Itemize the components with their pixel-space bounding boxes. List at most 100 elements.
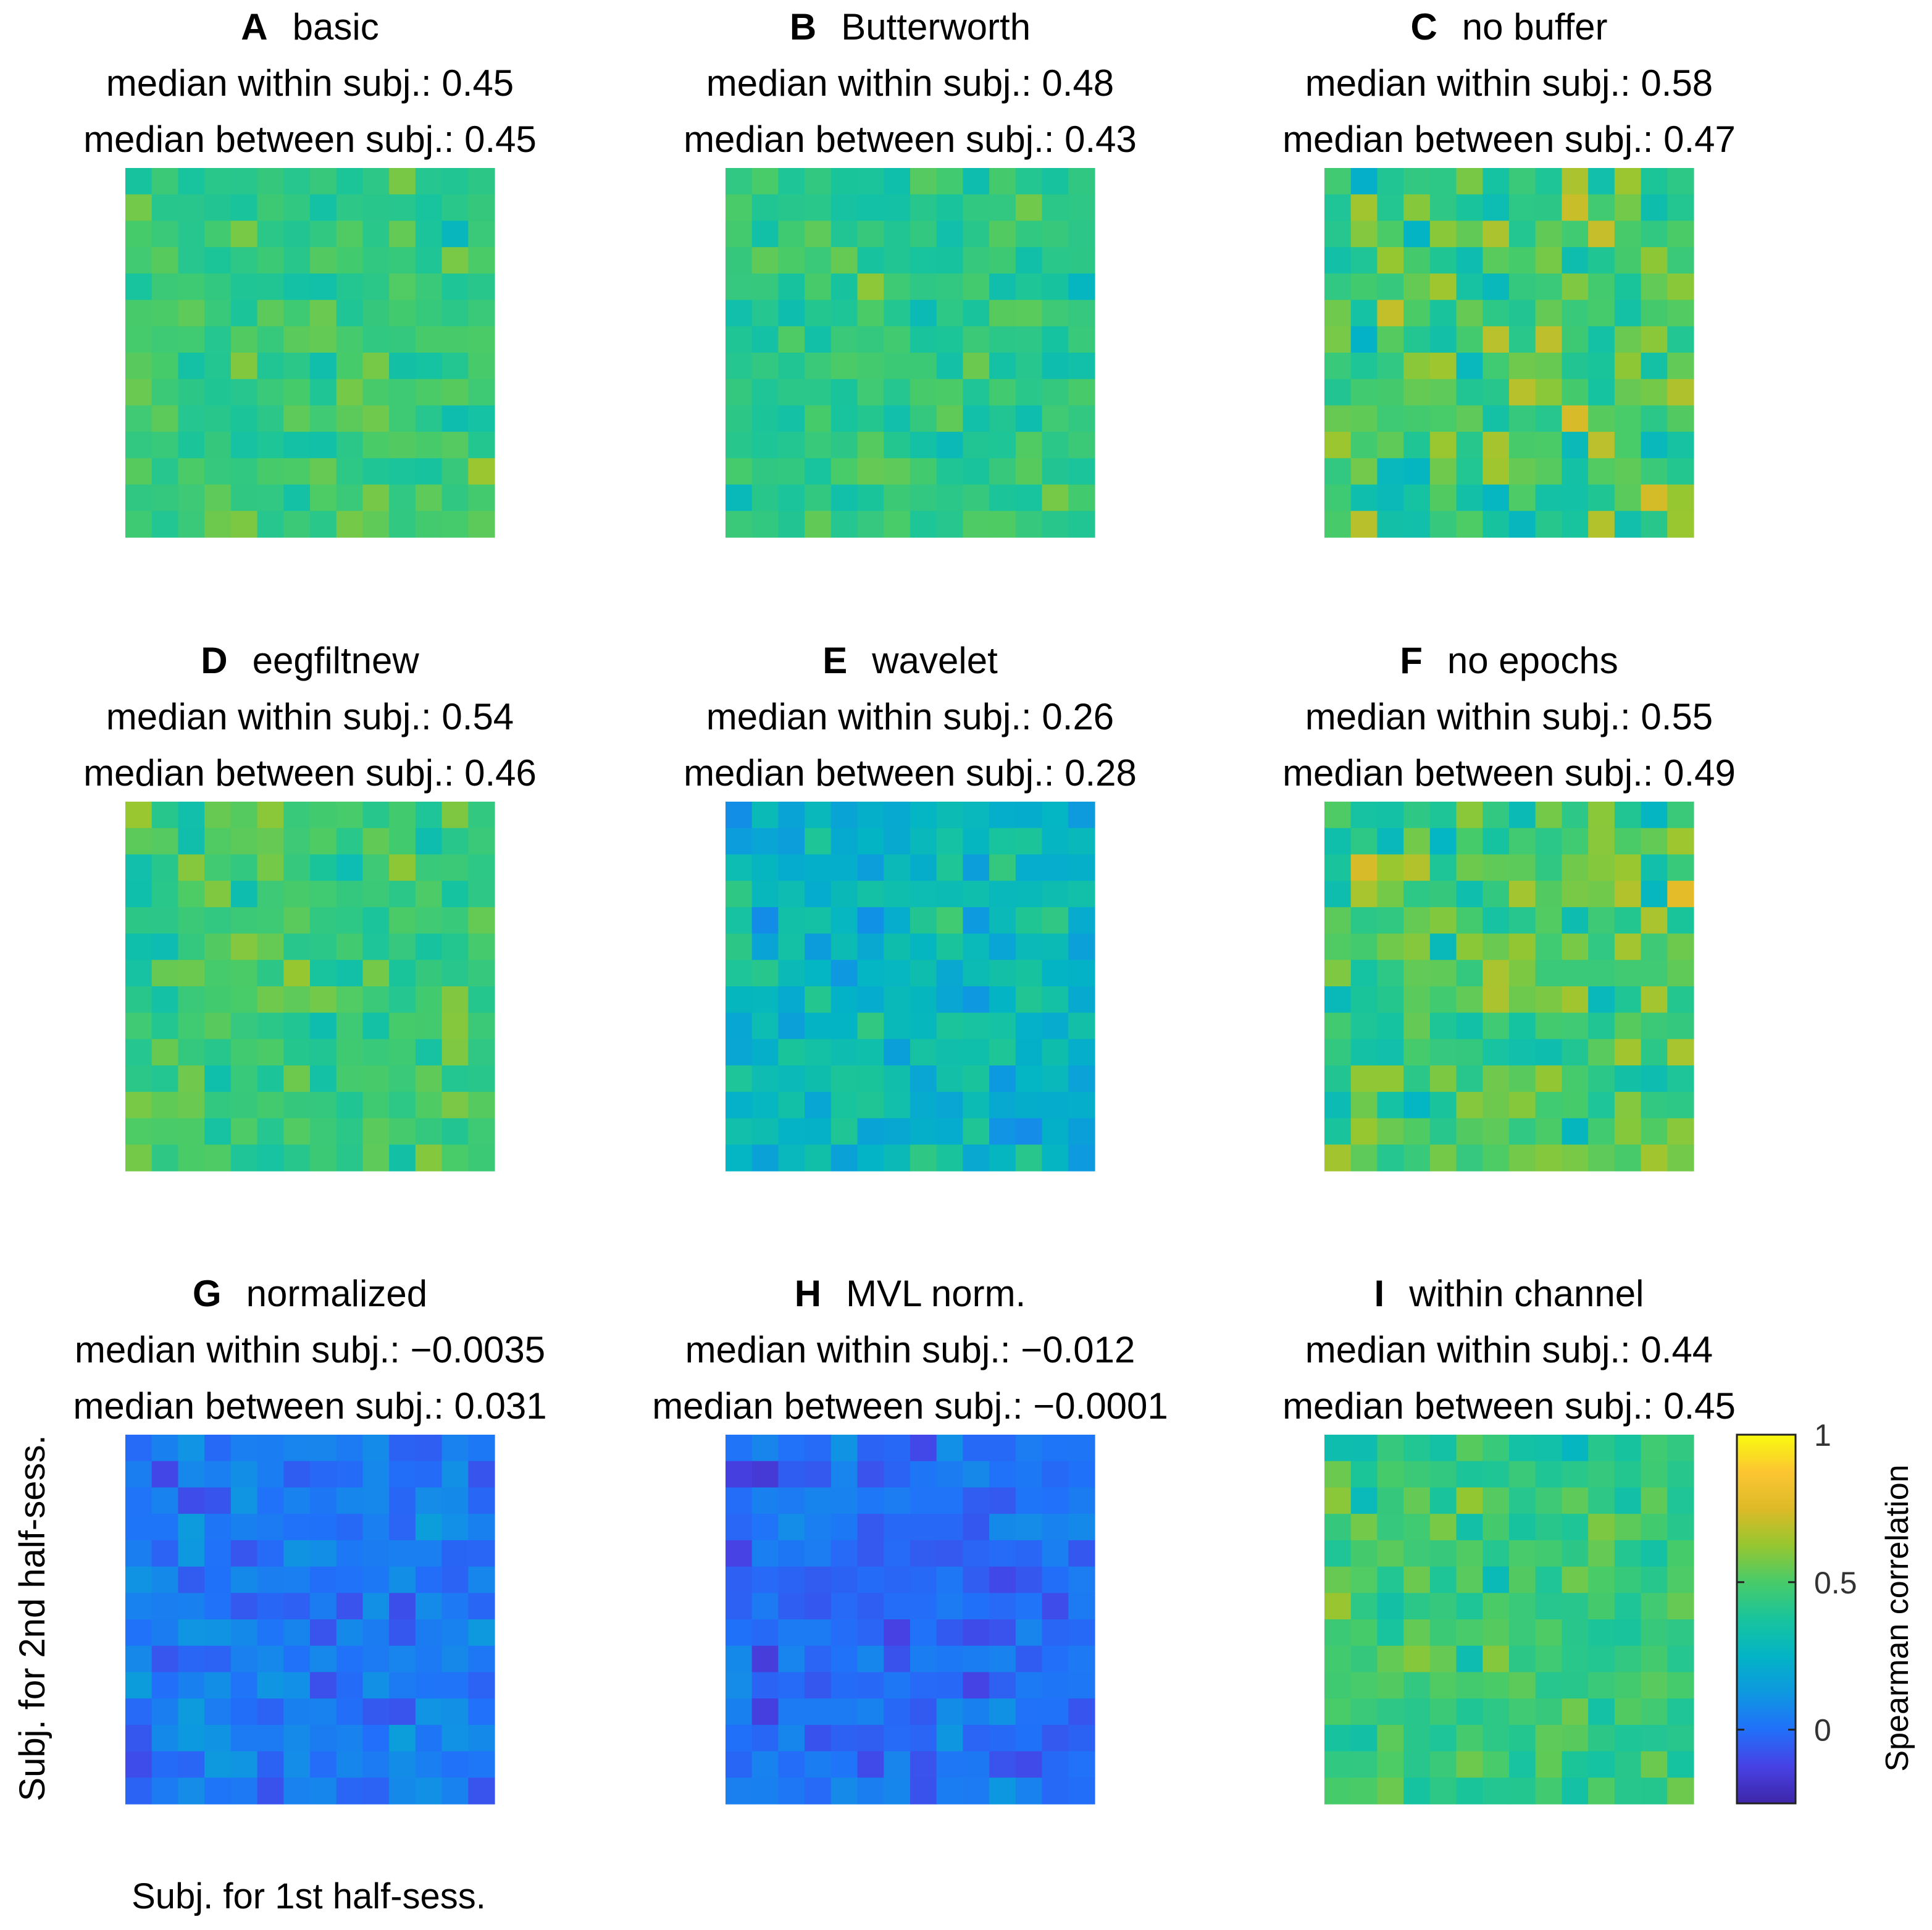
heatmap-cell <box>726 881 753 908</box>
heatmap-cell <box>389 247 416 274</box>
heatmap-cell <box>1015 432 1043 459</box>
heatmap-cell <box>751 326 779 353</box>
heatmap-cell <box>1377 1724 1404 1752</box>
heatmap-cell <box>963 1118 990 1145</box>
heatmap-cell <box>1377 220 1404 248</box>
heatmap-cell <box>884 511 911 538</box>
heatmap-cell <box>910 1724 937 1752</box>
heatmap-cell <box>1667 1487 1694 1514</box>
heatmap-cell <box>805 854 832 881</box>
heatmap-cell <box>310 1698 337 1726</box>
heatmap-cell <box>1324 247 1352 274</box>
heatmap-cell <box>1015 960 1043 987</box>
heatmap-cell <box>441 1039 469 1066</box>
heatmap-cell <box>884 1039 911 1066</box>
heatmap-cell <box>726 300 753 327</box>
heatmap-cell <box>805 1461 832 1488</box>
heatmap-cell <box>1015 405 1043 432</box>
heatmap-cell <box>257 1645 284 1673</box>
heatmap-cell <box>1350 1144 1378 1172</box>
heatmap-cell <box>884 326 911 353</box>
heatmap-cell <box>1456 379 1483 406</box>
heatmap-cell <box>336 484 364 511</box>
heatmap-cell <box>178 458 205 485</box>
heatmap-cell <box>468 828 495 855</box>
heatmap-cell <box>151 907 179 934</box>
heatmap-cell <box>1482 1091 1510 1119</box>
heatmap-cell <box>283 1672 311 1699</box>
heatmap-cell <box>1614 802 1642 829</box>
heatmap-cell <box>1456 1698 1483 1726</box>
heatmap-cell <box>1403 1619 1431 1647</box>
heatmap-cell <box>1535 1065 1563 1093</box>
heatmap-cell <box>125 1012 153 1040</box>
heatmap-cell <box>1614 353 1642 380</box>
heatmap-cell <box>441 1091 469 1119</box>
heatmap-cell <box>1042 432 1069 459</box>
panel-h: H MVL norm.median within subj.: −0.012med… <box>652 1273 1168 1805</box>
heatmap-cell <box>751 432 779 459</box>
heatmap-cell <box>726 484 753 511</box>
heatmap-cell <box>151 300 179 327</box>
heatmap-cell <box>1509 1514 1536 1541</box>
heatmap-cell <box>963 511 990 538</box>
heatmap-cell <box>1068 1514 1095 1541</box>
heatmap-cell <box>1588 907 1615 934</box>
heatmap-cell <box>1588 247 1615 274</box>
heatmap-cell <box>1042 405 1069 432</box>
heatmap-cell <box>389 300 416 327</box>
heatmap-cell <box>389 1435 416 1462</box>
heatmap-cell <box>1588 1461 1615 1488</box>
heatmap-cell <box>336 1540 364 1567</box>
heatmap-cell <box>1509 986 1536 1013</box>
heatmap-cell <box>1429 933 1457 960</box>
heatmap-cell <box>1429 511 1457 538</box>
heatmap-cell <box>1456 1487 1483 1514</box>
heatmap-cell <box>1456 1039 1483 1066</box>
heatmap-cell <box>1324 273 1352 301</box>
heatmap-cell <box>257 1566 284 1593</box>
heatmap-cell <box>1482 986 1510 1013</box>
heatmap-cell <box>1562 379 1589 406</box>
heatmap-cell <box>805 1751 832 1778</box>
heatmap-cell <box>310 1487 337 1514</box>
heatmap-cell <box>805 1435 832 1462</box>
heatmap-cell <box>1377 907 1404 934</box>
heatmap-cell <box>125 1118 153 1145</box>
heatmap-cell <box>178 1566 205 1593</box>
heatmap-cell <box>989 1144 1016 1172</box>
heatmap-cell <box>884 379 911 406</box>
heatmap-cell <box>1588 933 1615 960</box>
heatmap-cell <box>1324 1645 1352 1673</box>
heatmap-cell <box>1535 326 1563 353</box>
heatmap-cell <box>1042 1540 1069 1567</box>
heatmap-cell <box>1068 432 1095 459</box>
heatmap-cell <box>230 405 258 432</box>
heatmap-cell <box>125 1724 153 1752</box>
heatmap-cell <box>415 168 443 195</box>
heatmap-cell <box>441 220 469 248</box>
heatmap-cell <box>204 1724 232 1752</box>
heatmap-cell <box>778 960 805 987</box>
heatmap-cell <box>468 907 495 934</box>
heatmap-cell <box>857 1144 884 1172</box>
heatmap-cell <box>336 247 364 274</box>
heatmap-cell <box>1562 432 1589 459</box>
heatmap-cell <box>257 1540 284 1567</box>
heatmap-cell <box>125 511 153 538</box>
heatmap-cell <box>230 802 258 829</box>
heatmap-cell <box>805 1593 832 1620</box>
heatmap-cell <box>726 1065 753 1093</box>
heatmap-cell <box>1562 1065 1589 1093</box>
heatmap-cell <box>805 828 832 855</box>
heatmap-cell <box>1614 326 1642 353</box>
heatmap-cell <box>1403 1724 1431 1752</box>
heatmap-cell <box>178 432 205 459</box>
heatmap-cell <box>283 1091 311 1119</box>
heatmap-cell <box>805 1566 832 1593</box>
heatmap-cell <box>830 1672 858 1699</box>
heatmap-cell <box>726 1751 753 1778</box>
heatmap-cell <box>1429 1514 1457 1541</box>
